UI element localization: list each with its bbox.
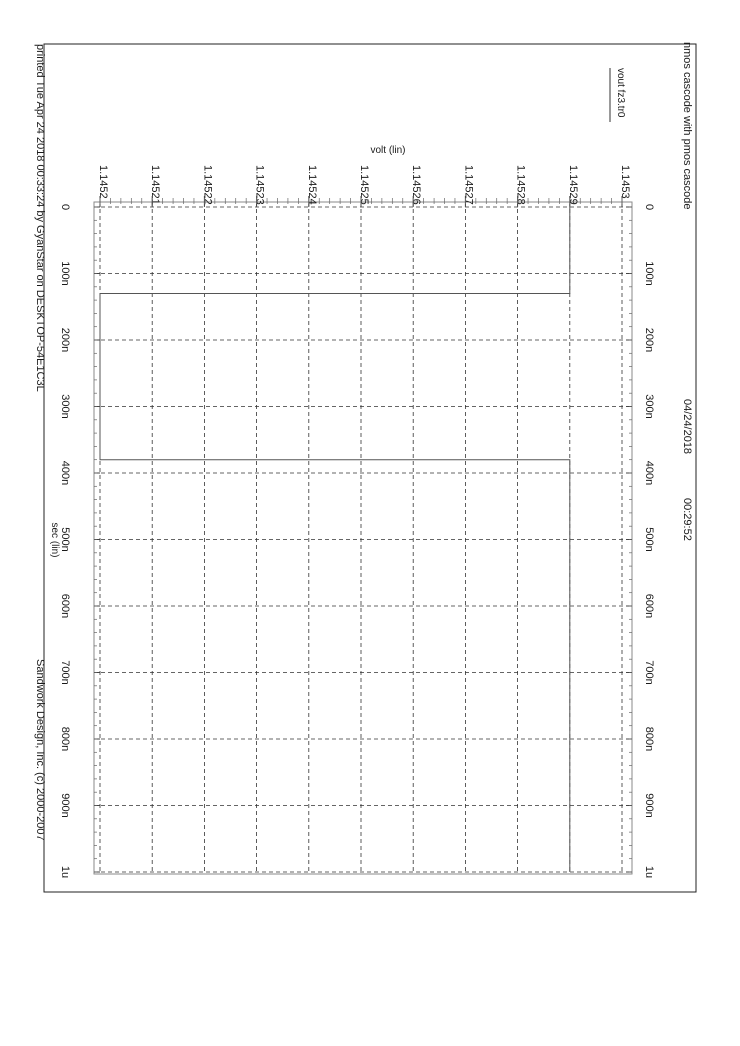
x-tick-label: 0 [59,204,71,210]
series-line-vout [99,207,571,872]
x-tick-label: 300n [643,394,655,418]
series-group [99,207,571,872]
copyright-line: Sandwork Design, Inc. (c) 2000-2007 [34,659,46,841]
x-tick-label: 400n [643,461,655,485]
legend-entry: vout fz3.tr0 [615,68,626,118]
y-tick-label: 1.14524 [306,165,318,205]
x-tick-label: 900n [59,793,71,817]
x-tick-label: 0 [643,204,655,210]
x-tick-label: 300n [59,394,71,418]
x-tick-label: 700n [59,660,71,684]
x-tick-label: 400n [59,461,71,485]
y-tick-label: 1.14523 [254,165,266,205]
y-tick-label: 1.14528 [515,165,527,205]
x-tick-label: 900n [643,793,655,817]
x-tick-label: 800n [59,727,71,751]
y-tick-label: 1.14529 [567,165,579,205]
plot-frame [93,201,633,875]
x-tick-label: 200n [643,328,655,352]
x-tick-label: 1u [643,866,655,878]
x-tick-label: 1u [59,866,71,878]
x-tick-label: 500n [643,527,655,551]
run-time: 00:29:52 [681,498,693,541]
chart-title: nmos cascode with pmos cascode [681,42,693,210]
x-tick-label: 600n [59,594,71,618]
y-tick-label: 1.1452 [97,165,109,199]
printed-line: printed Tue Apr 24 2018 00:33:24 by Gyan… [34,44,46,392]
y-axis-label: volt (lin) [370,145,405,156]
page-frame [43,43,697,893]
legend: vout fz3.tr0 [609,68,626,122]
y-tick-label: 1.14527 [462,165,474,205]
x-axis-label: sec (lin) [49,522,60,557]
x-tick-label: 800n [643,727,655,751]
grid-lines [94,202,632,874]
y-tick-label: 1.1453 [619,165,631,199]
x-tick-label: 500n [59,527,71,551]
y-tick-label: 1.14526 [410,165,422,205]
x-tick-label: 100n [59,261,71,285]
run-date: 04/24/2018 [681,399,693,454]
y-tick-label: 1.14522 [201,165,213,205]
y-tick-label: 1.14525 [358,165,370,205]
x-tick-label: 200n [59,328,71,352]
x-tick-label: 100n [643,261,655,285]
axis-ticks: 0 0 100n 100n 200n 200n 300n 300n 400n 400n 500n 50… [59,165,655,878]
x-tick-label: 600n [643,594,655,618]
y-tick-label: 1.14521 [149,165,161,205]
x-tick-label: 700n [643,660,655,684]
